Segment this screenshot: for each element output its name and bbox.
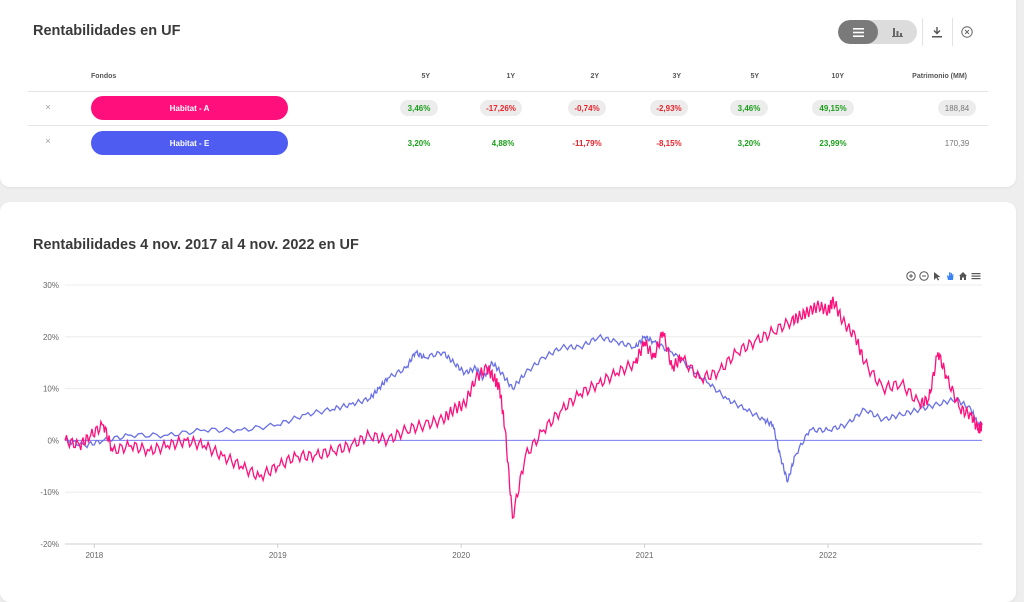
remove-fund-button[interactable]: × [45,102,51,112]
return-cell: 3,46% [730,100,768,116]
select-icon[interactable] [932,271,942,281]
return-cell: 3,20% [407,138,431,148]
returns-table-card: Rentabilidades en UF [0,0,1016,187]
header-period: 5Y [750,73,759,80]
toolbar-divider [922,18,923,46]
return-cell: 23,99% [819,138,847,148]
x-tick-label: 2018 [85,551,103,560]
return-cell: 4,88% [491,138,515,148]
header-fund: Fondos [91,73,117,80]
chart-toolbar [906,270,981,282]
x-tick-label: 2022 [819,551,837,560]
patrimonio-cell: 170,39 [944,138,970,148]
y-tick-label: -20% [40,540,59,549]
remove-fund-button[interactable]: × [45,136,51,146]
header-patrimonio: Patrimonio (MM) [912,73,967,80]
series-line-habitat-e [64,333,983,483]
y-tick-label: 20% [43,333,59,342]
y-tick-label: 10% [43,385,59,394]
download-button[interactable] [925,20,949,44]
return-cell: -11,79% [572,138,602,148]
return-cell: 3,46% [400,100,438,116]
table-divider [28,125,988,126]
y-tick-label: 30% [43,281,59,290]
x-tick-label: 2019 [269,551,287,560]
return-cell: -0,74% [568,100,606,116]
patrimonio-cell: 188,84 [938,100,976,116]
return-cell: 49,15% [812,100,854,116]
fund-pill-habitat-e[interactable]: Habitat - E [91,131,288,155]
toolbar-divider [952,18,953,46]
chart-view-button[interactable] [877,20,917,44]
fund-pill-habitat-a[interactable]: Habitat - A [91,96,288,120]
returns-chart-card: Rentabilidades 4 nov. 2017 al 4 nov. 202… [0,202,1016,602]
y-tick-label: 0% [47,436,59,445]
header-period: 5Y [421,73,430,80]
bar-chart-icon [891,28,903,37]
zoom-in-icon[interactable] [906,271,916,281]
list-view-button[interactable] [838,20,878,44]
x-tick-label: 2020 [452,551,470,560]
returns-table-title: Rentabilidades en UF [33,23,181,39]
pan-icon[interactable] [945,271,955,281]
returns-line-chart: 30% 20% 10% 0% -10% -20% 2018 2019 2020 2021 2022 [40,281,983,560]
close-panel-button[interactable] [955,20,979,44]
home-icon[interactable] [958,271,968,281]
close-circle-icon [961,26,973,38]
series-line-habitat-a [64,296,983,520]
header-period: 1Y [506,73,515,80]
returns-chart-title: Rentabilidades 4 nov. 2017 al 4 nov. 202… [33,237,359,253]
x-tick-label: 2021 [636,551,654,560]
list-icon [852,27,864,37]
header-period: 2Y [590,73,599,80]
return-cell: 3,20% [737,138,761,148]
header-period: 10Y [831,73,844,80]
table-divider [28,91,988,92]
zoom-out-icon[interactable] [919,271,929,281]
view-toggle [838,20,917,44]
y-tick-label: -10% [40,488,59,497]
return-cell: -8,15% [656,138,682,148]
download-icon [932,26,942,37]
return-cell: -17,26% [480,100,522,116]
return-cell: -2,93% [650,100,688,116]
menu-icon[interactable] [971,271,981,281]
header-period: 3Y [672,73,681,80]
